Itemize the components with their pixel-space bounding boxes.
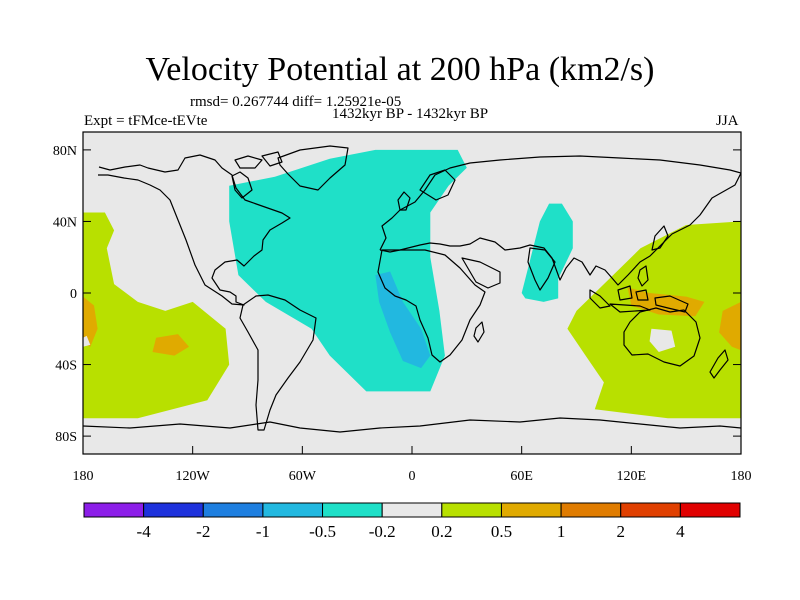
lat-tick-label-4: 80S	[55, 430, 77, 445]
lon-tick-label-3: 0	[409, 469, 416, 484]
colorbar-swatch-4	[322, 502, 383, 518]
lon-tick-label-6: 180	[731, 469, 752, 484]
region-dateline-positive-core	[719, 301, 741, 351]
lat-tick-label-1: 40N	[53, 215, 77, 230]
plot-title: Velocity Potential at 200 hPa (km2/s)	[145, 51, 655, 88]
colorbar-swatch-7	[500, 502, 562, 518]
coast-africa	[377, 249, 486, 363]
colorbar-label-0: -4	[137, 522, 152, 541]
experiment-label: Expt = tFMce-tEVte	[84, 113, 208, 129]
colorbar-label-3: -0.5	[309, 522, 336, 541]
stats-text: rmsd= 0.267744 diff= 1.25921e-05	[190, 94, 402, 110]
plot-subtitle: 1432kyr BP - 1432kyr BP	[331, 106, 489, 122]
latitude-axis: 80N 40N 0 40S 80S	[53, 144, 741, 445]
colorbar-swatch-3	[262, 502, 324, 518]
coast-british-isles	[397, 191, 411, 211]
colorbar-label-1: -2	[196, 522, 210, 541]
colorbar-label-6: 0.5	[491, 522, 512, 541]
coast-madagascar	[473, 321, 485, 343]
colorbar-label-5: 0.2	[431, 522, 452, 541]
coast-australia	[623, 307, 701, 367]
coast-antarctica	[83, 417, 741, 433]
colorbar-label-4: -0.2	[369, 522, 396, 541]
longitude-axis: 180 120W 60W 0 60E 120E 180	[73, 446, 752, 484]
coast-arctic-islands	[234, 151, 283, 169]
colorbar-swatch-10	[679, 502, 741, 518]
region-east-pacific-positive	[567, 221, 741, 419]
lat-tick-label-0: 80N	[53, 144, 77, 159]
region-pacific-island-gap	[83, 335, 91, 347]
region-west-pacific-positive	[83, 212, 230, 419]
lon-tick-label-2: 60W	[289, 469, 317, 484]
colorbar-label-2: -1	[256, 522, 270, 541]
lon-tick-label-4: 60E	[510, 469, 533, 484]
coast-new-guinea	[654, 295, 689, 313]
region-south-atlantic-core	[375, 271, 431, 369]
colorbar-swatch-5	[381, 502, 443, 518]
colorbar-swatch-1	[143, 502, 204, 518]
coast-south-america	[239, 294, 317, 431]
coastlines	[83, 145, 741, 433]
coast-north-america	[98, 154, 291, 306]
coast-eurasia	[379, 155, 741, 286]
colorbar-swatch-8	[560, 502, 622, 518]
coast-arabia	[461, 257, 501, 289]
colorbar-label-9: 4	[676, 522, 685, 541]
colorbar-label-8: 2	[616, 522, 625, 541]
colorbar-swatch-0	[83, 502, 145, 518]
coast-philippines	[637, 265, 649, 287]
colorbar-swatch-9	[620, 502, 681, 518]
coast-india	[527, 247, 556, 291]
coast-new-zealand	[709, 349, 729, 379]
coast-japan	[651, 225, 669, 251]
coast-hudson-bay	[231, 171, 253, 199]
season-label: JJA	[716, 113, 739, 129]
contour-fills	[83, 149, 741, 419]
coast-greenland	[277, 145, 349, 191]
colorbar: -4 -2 -1 -0.5 -0.2 0.2 0.5 1 2 4	[83, 502, 741, 541]
lon-tick-label-1: 120W	[176, 469, 211, 484]
lat-tick-label-3: 40S	[55, 359, 77, 374]
region-south-pacific-positive-core	[152, 334, 189, 356]
region-australia-interior-gap	[649, 328, 676, 352]
colorbar-swatch-2	[202, 502, 264, 518]
colorbar-swatch-6	[441, 502, 502, 518]
lat-tick-label-2: 0	[70, 287, 77, 302]
lon-tick-label-5: 120E	[617, 469, 647, 484]
colorbar-label-7: 1	[557, 522, 566, 541]
coast-scandinavia	[419, 169, 456, 201]
region-west-pacific-positive-core	[83, 296, 98, 347]
lon-tick-label-0: 180	[73, 469, 94, 484]
